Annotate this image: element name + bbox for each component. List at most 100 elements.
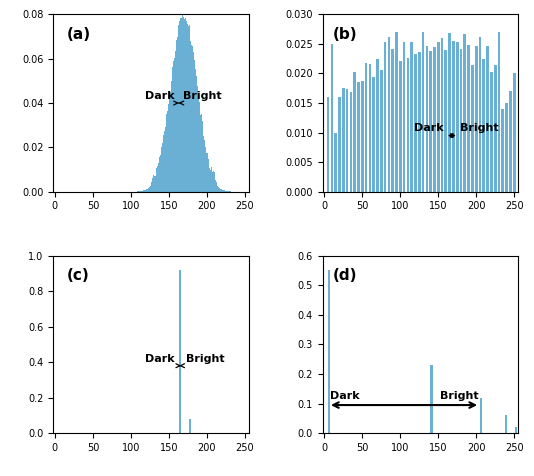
Bar	[338, 97, 341, 192]
Bar	[172, 67, 173, 192]
Bar	[328, 270, 329, 433]
Bar	[498, 32, 500, 192]
Bar	[444, 50, 447, 192]
Bar	[441, 38, 443, 192]
Bar	[422, 31, 425, 192]
Bar	[211, 168, 212, 192]
Bar	[189, 419, 190, 433]
Bar	[153, 176, 154, 192]
Bar	[162, 143, 163, 192]
Bar	[418, 52, 421, 192]
Bar	[501, 109, 504, 192]
Text: (b): (b)	[333, 27, 357, 42]
Bar	[178, 25, 179, 192]
Bar	[176, 40, 177, 192]
Bar	[227, 191, 229, 192]
Bar	[188, 26, 189, 192]
Bar	[154, 176, 155, 192]
Bar	[391, 49, 394, 192]
Bar	[226, 191, 227, 192]
Bar	[214, 172, 215, 192]
Bar	[177, 37, 178, 192]
Bar	[200, 115, 201, 192]
Bar	[190, 419, 191, 433]
Bar	[460, 49, 462, 192]
Bar	[204, 140, 205, 192]
Bar	[216, 182, 217, 192]
Text: Bright: Bright	[460, 123, 499, 133]
Bar	[506, 416, 507, 433]
Bar	[395, 32, 398, 192]
Bar	[167, 110, 168, 192]
Bar	[183, 18, 184, 192]
Bar	[196, 76, 197, 192]
Bar	[372, 78, 375, 192]
Bar	[481, 397, 482, 433]
Bar	[164, 127, 166, 192]
Bar	[494, 65, 497, 192]
Bar	[192, 46, 193, 192]
Text: Dark: Dark	[329, 391, 359, 401]
Bar	[480, 397, 481, 433]
Bar	[219, 188, 220, 192]
Bar	[184, 19, 185, 192]
Bar	[215, 180, 216, 192]
Bar	[429, 51, 432, 192]
Bar	[140, 191, 141, 192]
Bar	[144, 190, 145, 192]
Bar	[145, 190, 146, 192]
Text: (d): (d)	[333, 268, 357, 283]
Bar	[155, 173, 156, 192]
Bar	[365, 63, 367, 192]
Bar	[223, 190, 224, 192]
Bar	[156, 169, 157, 192]
Bar	[202, 129, 203, 192]
Bar	[166, 114, 167, 192]
Bar	[376, 59, 379, 192]
Bar	[193, 60, 194, 192]
Bar	[197, 81, 198, 192]
Bar	[403, 42, 405, 192]
Bar	[380, 69, 382, 192]
Bar	[212, 171, 213, 192]
Bar	[345, 89, 348, 192]
Bar	[368, 64, 371, 192]
Bar	[186, 21, 187, 192]
Bar	[185, 18, 186, 192]
Text: Dark: Dark	[414, 123, 444, 133]
Bar	[210, 170, 211, 192]
Bar	[225, 191, 226, 192]
Bar	[406, 58, 409, 192]
Bar	[334, 133, 337, 192]
Text: Dark: Dark	[145, 354, 175, 364]
Bar	[151, 182, 152, 192]
Bar	[161, 148, 162, 192]
Bar	[179, 20, 180, 192]
Bar	[399, 61, 402, 192]
Bar	[168, 104, 169, 192]
Bar	[509, 91, 512, 192]
Bar	[191, 45, 192, 192]
Bar	[139, 191, 140, 192]
Bar	[331, 44, 333, 192]
Bar	[218, 188, 219, 192]
Bar	[505, 416, 506, 433]
Bar	[160, 155, 161, 192]
Bar	[187, 24, 188, 192]
Bar	[207, 153, 208, 192]
Bar	[478, 38, 481, 192]
Bar	[361, 81, 364, 192]
Bar	[150, 186, 151, 192]
Bar	[388, 37, 390, 192]
Bar	[157, 166, 158, 192]
Bar	[354, 72, 356, 192]
Text: Dark: Dark	[145, 91, 175, 101]
Bar	[174, 58, 175, 192]
Bar	[198, 96, 199, 192]
Bar	[199, 101, 200, 192]
Bar	[141, 191, 142, 192]
Text: (c): (c)	[67, 268, 90, 283]
Bar	[180, 23, 182, 192]
Bar	[194, 60, 195, 192]
Text: Bright: Bright	[183, 91, 221, 101]
